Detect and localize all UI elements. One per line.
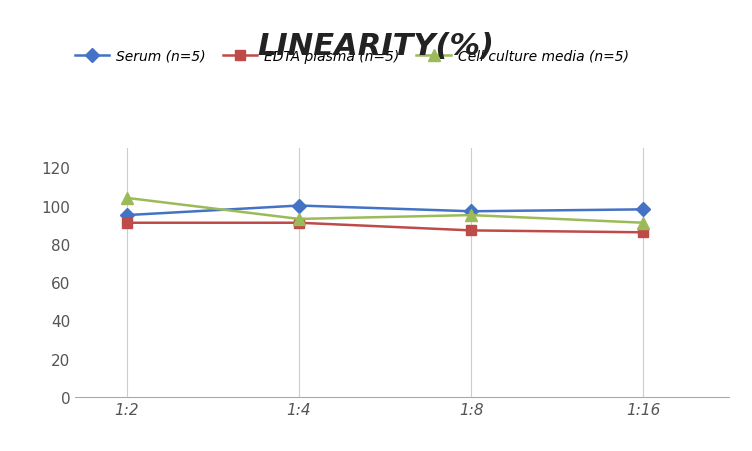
Legend: Serum (n=5), EDTA plasma (n=5), Cell culture media (n=5): Serum (n=5), EDTA plasma (n=5), Cell cul…	[69, 44, 635, 69]
Cell culture media (n=5)	[123, 196, 132, 201]
Line: EDTA plasma (n=5): EDTA plasma (n=5)	[122, 218, 648, 238]
Text: LINEARITY(%): LINEARITY(%)	[257, 32, 495, 60]
Serum (n=5)	[467, 209, 476, 215]
Cell culture media (n=5)	[295, 217, 304, 222]
Line: Serum (n=5): Serum (n=5)	[122, 201, 648, 221]
EDTA plasma (n=5)	[295, 221, 304, 226]
EDTA plasma (n=5)	[123, 221, 132, 226]
Serum (n=5)	[123, 213, 132, 218]
EDTA plasma (n=5)	[467, 228, 476, 234]
Line: Cell culture media (n=5): Cell culture media (n=5)	[121, 193, 649, 229]
Serum (n=5)	[639, 207, 648, 212]
Cell culture media (n=5)	[639, 221, 648, 226]
Cell culture media (n=5)	[467, 213, 476, 218]
EDTA plasma (n=5)	[639, 230, 648, 235]
Serum (n=5)	[295, 203, 304, 209]
